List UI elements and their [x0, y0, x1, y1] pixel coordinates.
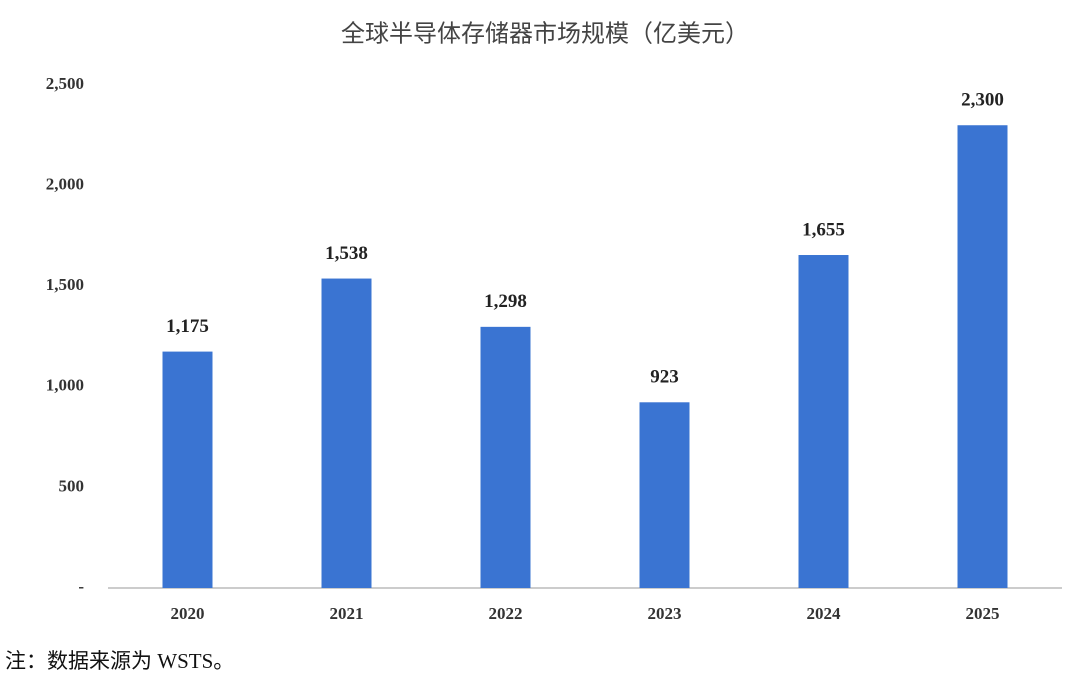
x-tick-label: 2020 [171, 604, 205, 623]
value-label: 923 [650, 367, 679, 388]
bar [321, 278, 372, 588]
bar [162, 351, 213, 588]
y-tick-label: 1,000 [46, 376, 84, 395]
chart-title: 全球半导体存储器市场规模（亿美元） [341, 21, 749, 48]
bar [957, 125, 1008, 589]
y-tick-label: 500 [59, 476, 85, 495]
bar [480, 326, 531, 588]
value-label: 1,298 [484, 291, 527, 312]
value-label: 1,655 [802, 219, 845, 240]
source-note: 注：数据来源为 WSTS。 [5, 649, 234, 673]
bar [639, 402, 690, 588]
value-label: 2,300 [961, 90, 1004, 111]
y-tick-label: 1,500 [46, 275, 84, 294]
y-tick-label: - [78, 577, 84, 596]
y-tick-label: 2,000 [46, 175, 84, 194]
value-label: 1,538 [325, 243, 368, 264]
x-tick-label: 2022 [489, 604, 523, 623]
x-tick-label: 2021 [330, 604, 364, 623]
x-tick-label: 2023 [648, 604, 682, 623]
y-tick-label: 2,500 [46, 74, 84, 93]
value-label: 1,175 [166, 316, 209, 337]
x-tick-label: 2025 [966, 604, 1000, 623]
bar [798, 255, 849, 588]
x-tick-label: 2024 [807, 604, 842, 623]
